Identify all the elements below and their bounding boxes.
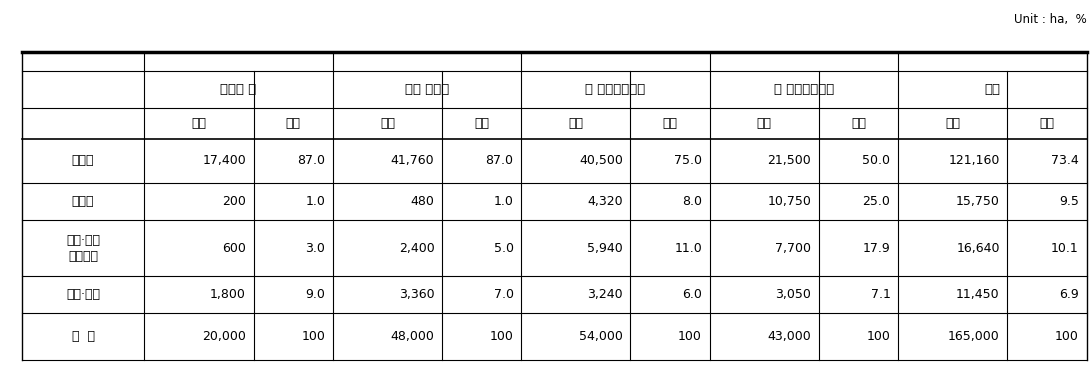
Text: 비율: 비율: [286, 117, 300, 130]
Text: 11,450: 11,450: [957, 288, 1000, 301]
Text: 25.0: 25.0: [863, 196, 890, 209]
Text: 면적: 면적: [191, 117, 206, 130]
Text: 3,240: 3,240: [587, 288, 622, 301]
Text: 100: 100: [301, 330, 325, 343]
Text: 15,750: 15,750: [956, 196, 1000, 209]
Text: 면적: 면적: [380, 117, 395, 130]
Text: 40,500: 40,500: [579, 154, 622, 167]
Text: 비율: 비율: [663, 117, 677, 130]
Text: 동 플래이보란트: 동 플래이보란트: [585, 83, 645, 96]
Text: 면적: 면적: [568, 117, 583, 130]
Text: 43,000: 43,000: [768, 330, 811, 343]
Text: 3,360: 3,360: [399, 288, 435, 301]
Text: 면적: 면적: [946, 117, 960, 130]
Text: 54,000: 54,000: [579, 330, 622, 343]
Text: 5,940: 5,940: [587, 242, 622, 255]
Text: 200: 200: [222, 196, 246, 209]
Text: 9.0: 9.0: [305, 288, 325, 301]
Text: 1.0: 1.0: [305, 196, 325, 209]
Text: 10.1: 10.1: [1052, 242, 1079, 255]
Text: 7.0: 7.0: [494, 288, 513, 301]
Text: 73.4: 73.4: [1052, 154, 1079, 167]
Text: 5.0: 5.0: [494, 242, 513, 255]
Text: 1.0: 1.0: [494, 196, 513, 209]
Text: 75.0: 75.0: [674, 154, 702, 167]
Text: 100: 100: [489, 330, 513, 343]
Text: 뷔어링 호: 뷔어링 호: [221, 83, 257, 96]
Text: 121,160: 121,160: [948, 154, 1000, 167]
Text: 합  계: 합 계: [72, 330, 95, 343]
Text: 11.0: 11.0: [674, 242, 702, 255]
Text: 10,750: 10,750: [768, 196, 811, 209]
Text: 수로·제방: 수로·제방: [66, 288, 100, 301]
Text: 4,320: 4,320: [587, 196, 622, 209]
Text: 600: 600: [222, 242, 246, 255]
Text: 165,000: 165,000: [948, 330, 1000, 343]
Text: 8.0: 8.0: [682, 196, 702, 209]
Text: 합계: 합계: [984, 83, 1000, 96]
Text: 남 플래이보란트: 남 플래이보란트: [774, 83, 834, 96]
Text: 7.1: 7.1: [870, 288, 890, 301]
Text: 비율: 비율: [474, 117, 489, 130]
Text: 비율: 비율: [851, 117, 866, 130]
Text: 480: 480: [411, 196, 435, 209]
Text: 100: 100: [867, 330, 890, 343]
Text: 48,000: 48,000: [391, 330, 435, 343]
Text: 87.0: 87.0: [486, 154, 513, 167]
Text: Unit : ha,  %: Unit : ha, %: [1013, 13, 1087, 26]
Text: 17.9: 17.9: [863, 242, 890, 255]
Text: 41,760: 41,760: [391, 154, 435, 167]
Text: 1,800: 1,800: [210, 288, 246, 301]
Text: 21,500: 21,500: [768, 154, 811, 167]
Text: 87.0: 87.0: [297, 154, 325, 167]
Text: 100: 100: [1055, 330, 1079, 343]
Text: 면적: 면적: [757, 117, 772, 130]
Text: 비율: 비율: [1040, 117, 1055, 130]
Text: 50.0: 50.0: [863, 154, 890, 167]
Text: 6.9: 6.9: [1059, 288, 1079, 301]
Text: 주거지: 주거지: [72, 196, 94, 209]
Text: 17,400: 17,400: [202, 154, 246, 167]
Text: 농경지: 농경지: [72, 154, 94, 167]
Text: 16,640: 16,640: [957, 242, 1000, 255]
Text: 100: 100: [678, 330, 702, 343]
Text: 7,700: 7,700: [775, 242, 811, 255]
Text: 6.0: 6.0: [682, 288, 702, 301]
Text: 20,000: 20,000: [202, 330, 246, 343]
Text: 북동 간척지: 북동 간척지: [405, 83, 449, 96]
Text: 산림·자연
보전지구: 산림·자연 보전지구: [66, 234, 100, 263]
Text: 9.5: 9.5: [1059, 196, 1079, 209]
Text: 3,050: 3,050: [775, 288, 811, 301]
Text: 3.0: 3.0: [305, 242, 325, 255]
Text: 2,400: 2,400: [399, 242, 435, 255]
